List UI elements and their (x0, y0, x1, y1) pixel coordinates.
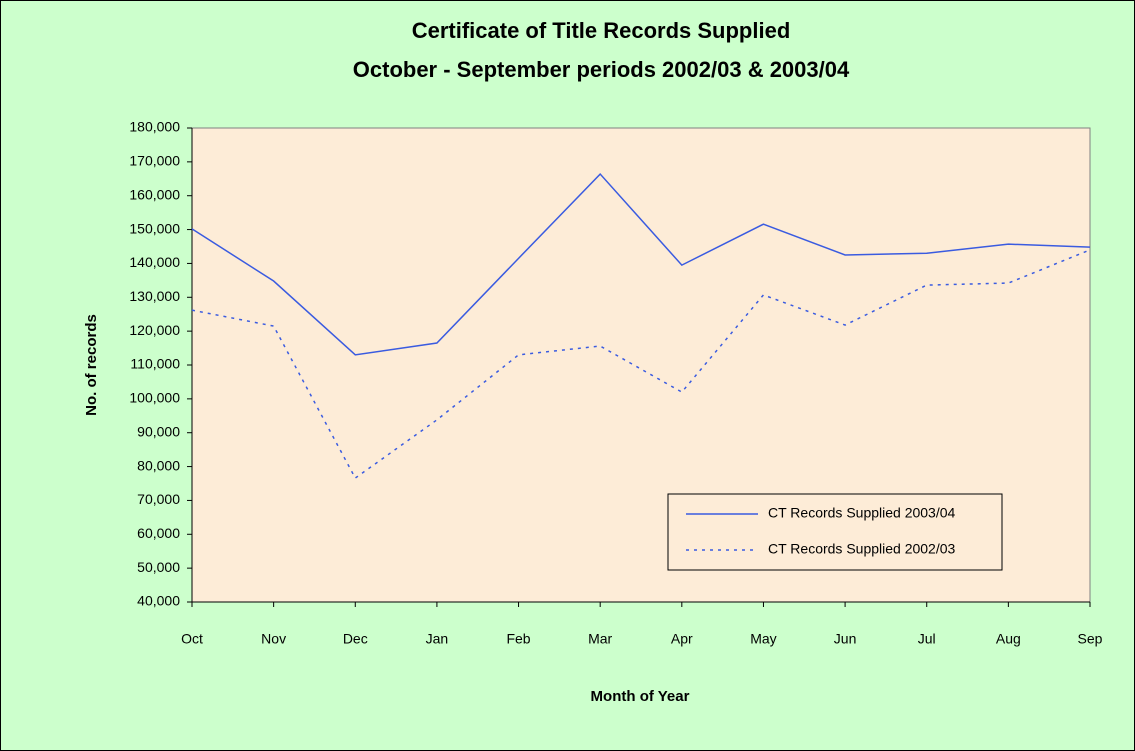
chart-subtitle: October - September periods 2002/03 & 20… (353, 57, 850, 82)
y-tick-label: 130,000 (129, 288, 180, 304)
y-tick-label: 100,000 (129, 390, 180, 406)
y-tick-label: 80,000 (137, 457, 180, 473)
x-tick-label: May (750, 631, 776, 647)
legend-label: CT Records Supplied 2003/04 (768, 505, 956, 521)
x-tick-label: Nov (261, 631, 286, 647)
y-tick-label: 40,000 (137, 593, 180, 609)
y-tick-label: 60,000 (137, 525, 180, 541)
y-tick-label: 110,000 (130, 356, 180, 372)
x-tick-label: Jul (918, 631, 936, 647)
y-tick-label: 150,000 (129, 220, 180, 236)
x-tick-label: Jan (426, 631, 449, 647)
x-axis-title: Month of Year (591, 688, 690, 705)
y-tick-label: 160,000 (129, 186, 180, 202)
series-line (191, 172, 1091, 356)
y-tick-label: 180,000 (129, 119, 180, 135)
y-tick-label: 90,000 (137, 423, 180, 439)
y-tick-label: 50,000 (137, 559, 180, 575)
x-tick-label: Aug (996, 631, 1021, 647)
series-line (191, 249, 1091, 480)
x-tick-label: Oct (181, 631, 203, 647)
x-tick-label: Apr (671, 631, 693, 647)
x-tick-label: Dec (343, 631, 368, 647)
x-tick-label: Feb (506, 631, 530, 647)
x-tick-label: Jun (834, 631, 857, 647)
y-tick-label: 140,000 (129, 254, 180, 270)
y-tick-label: 120,000 (129, 322, 180, 338)
legend-box (667, 493, 1003, 571)
x-tick-label: Mar (588, 631, 612, 647)
y-tick-label: 70,000 (137, 491, 180, 507)
y-axis-title: No. of records (83, 314, 100, 416)
chart-title: Certificate of Title Records Supplied (412, 18, 791, 43)
legend-label: CT Records Supplied 2002/03 (768, 541, 956, 557)
x-tick-label: Sep (1078, 631, 1103, 647)
y-tick-label: 170,000 (129, 153, 180, 169)
